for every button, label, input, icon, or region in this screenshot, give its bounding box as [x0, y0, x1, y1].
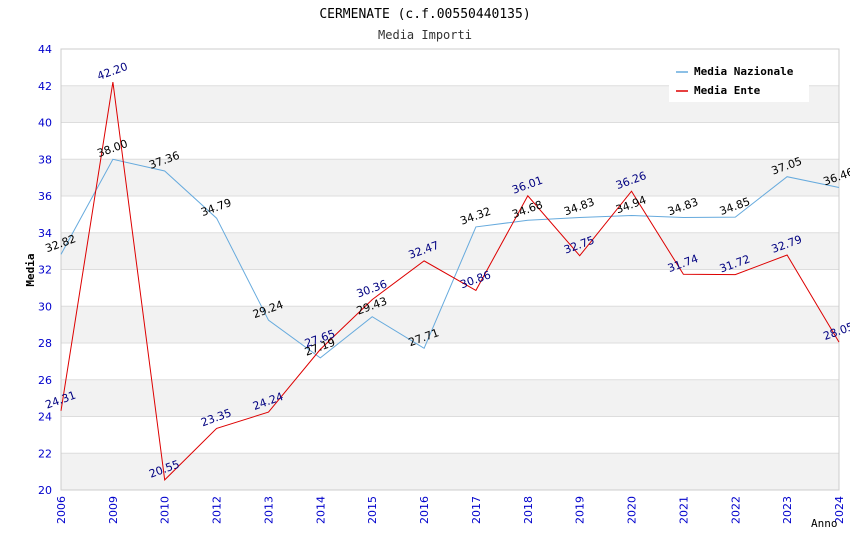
- data-label: 34.94: [614, 193, 648, 216]
- x-tick-label: 2016: [418, 496, 431, 524]
- y-tick-label: 26: [38, 374, 52, 387]
- x-tick-label: 2013: [262, 496, 275, 524]
- chart-subtitle: Media Importi: [378, 28, 472, 42]
- x-axis-ticks: 2006 2009 2010 2012 2013 2014 2015 2016 2017 2018…: [55, 496, 846, 524]
- x-tick-label: 2018: [522, 496, 535, 524]
- grid-band: [61, 306, 839, 343]
- chart-title: CERMENATE (c.f.00550440135): [319, 7, 530, 22]
- series-lines: [60, 82, 840, 481]
- y-tick-label: 28: [38, 337, 52, 350]
- data-labels: 32.8238.0037.3634.7929.2427.1929.4327.71…: [44, 60, 850, 481]
- y-tick-label: 32: [38, 264, 52, 277]
- data-label: 34.83: [562, 195, 596, 218]
- y-tick-label: 34: [38, 227, 52, 240]
- x-tick-label: 2022: [729, 496, 742, 524]
- legend: Media Nazionale Media Ente: [669, 60, 809, 102]
- x-tick-label: 2015: [366, 496, 379, 524]
- y-axis-ticks: 20 22 24 26 28 30 32 34 36 38 40 42 44: [38, 43, 52, 497]
- data-label: 42.20: [95, 60, 129, 83]
- x-tick-label: 2023: [781, 496, 794, 524]
- x-tick-label: 2006: [55, 496, 68, 524]
- y-tick-label: 22: [38, 447, 52, 460]
- y-tick-label: 42: [38, 80, 52, 93]
- legend-box: [669, 60, 809, 102]
- y-tick-label: 24: [38, 411, 52, 424]
- grid-band: [61, 453, 839, 490]
- y-tick-label: 30: [38, 300, 52, 313]
- legend-label: Media Nazionale: [694, 65, 794, 78]
- data-label: 34.85: [718, 195, 752, 218]
- data-label: 34.79: [199, 196, 233, 219]
- x-tick-label: 2024: [833, 496, 846, 524]
- plot-bands: [61, 85, 839, 490]
- series-line-media-nazionale: [60, 158, 840, 359]
- x-tick-label: 2020: [626, 496, 639, 524]
- x-tick-label: 2017: [470, 496, 483, 524]
- plot-area: [60, 48, 840, 491]
- y-tick-label: 38: [38, 153, 52, 166]
- x-tick-label: 2021: [677, 496, 690, 524]
- data-label: 34.32: [459, 205, 493, 228]
- y-axis-label: Media: [24, 253, 37, 286]
- x-axis-label: Anno: [811, 517, 838, 530]
- y-tick-label: 36: [38, 190, 52, 203]
- x-tick-label: 2012: [211, 496, 224, 524]
- data-label: 38.00: [95, 137, 129, 160]
- y-tick-label: 40: [38, 117, 52, 130]
- grid-band: [61, 159, 839, 196]
- data-label: 34.83: [666, 195, 700, 218]
- legend-label: Media Ente: [694, 84, 761, 97]
- series-line-media-ente: [60, 82, 840, 481]
- x-tick-label: 2009: [107, 496, 120, 524]
- y-tick-label: 20: [38, 484, 52, 497]
- x-tick-label: 2019: [574, 496, 587, 524]
- grid-band: [61, 379, 839, 417]
- data-label: 34.68: [510, 198, 544, 221]
- y-tick-label: 44: [38, 43, 52, 56]
- grid-band: [61, 232, 839, 270]
- x-tick-label: 2010: [159, 496, 172, 524]
- data-label: 30.86: [459, 268, 493, 291]
- x-tick-label: 2014: [314, 496, 327, 524]
